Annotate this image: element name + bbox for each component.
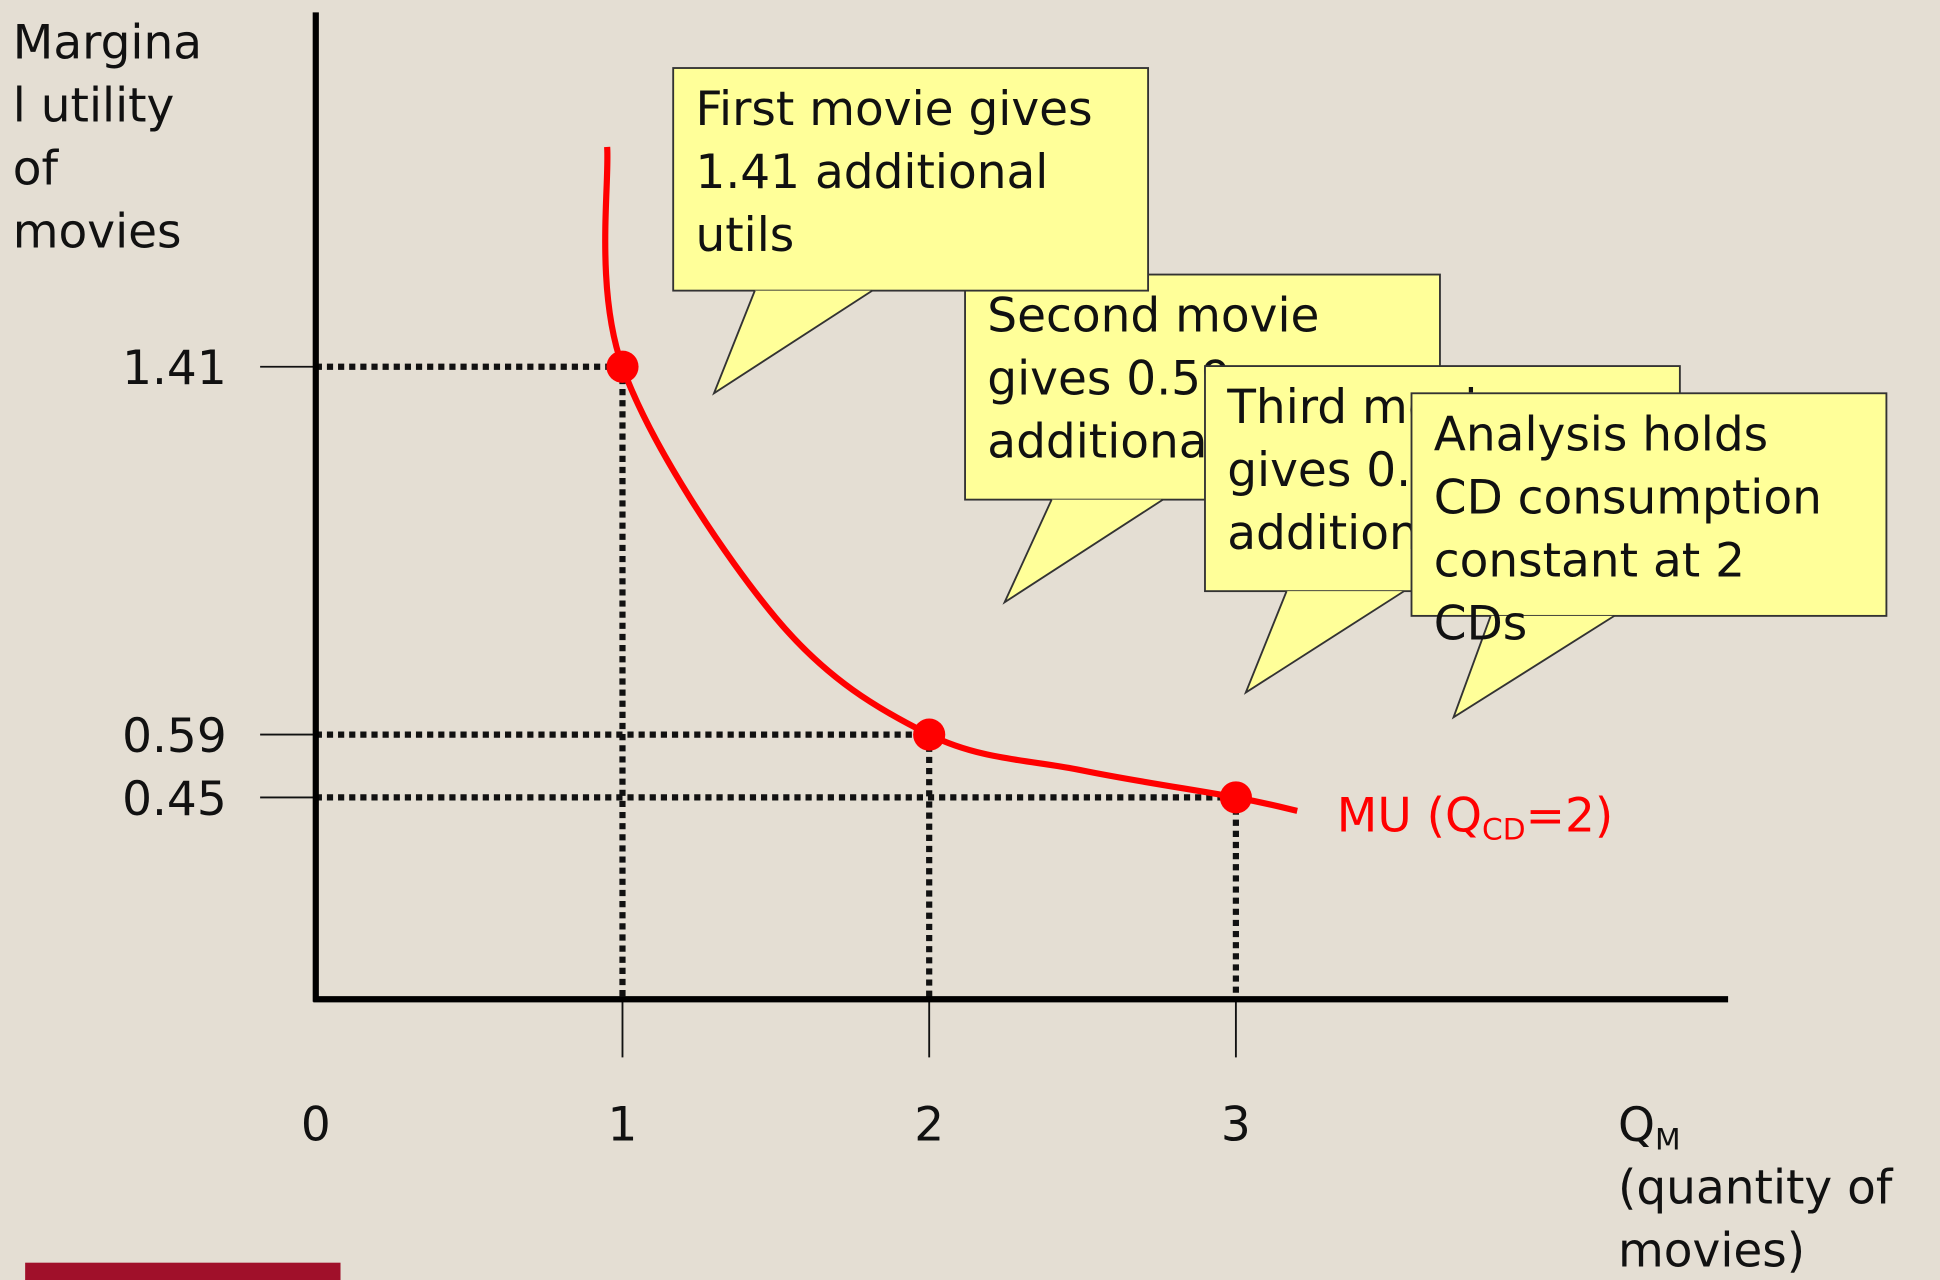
callout-text: utils <box>695 208 794 263</box>
y-axis-label: movies <box>13 204 182 259</box>
y-axis-label: Margina <box>13 15 202 70</box>
y-axis-label: l utility <box>13 78 175 133</box>
x-axis-label: QM <box>1618 1097 1681 1155</box>
x-tick-label: 3 <box>1221 1097 1251 1152</box>
callout-box <box>1410 392 1888 617</box>
curve <box>602 146 1298 814</box>
x-tick-label: 1 <box>608 1097 638 1152</box>
footer-bar <box>25 1262 341 1280</box>
point <box>1219 781 1252 814</box>
callout: First movie gives 1.41 additional utils <box>672 67 1150 396</box>
x-axis-label: movies) <box>1618 1224 1805 1279</box>
callout-box <box>672 67 1150 292</box>
x-axis-label-sub: M <box>1655 1121 1681 1156</box>
x-axis-label: (quantity of <box>1618 1160 1894 1215</box>
callout-tail-edge <box>1243 590 1405 695</box>
x-tick-label: 2 <box>914 1097 944 1152</box>
y-tick-label: 0.45 <box>122 772 227 827</box>
callout-text: constant at 2 <box>1434 533 1745 588</box>
callout-tail-edge <box>712 289 873 396</box>
x-axis-label-main: Q <box>1618 1097 1655 1152</box>
series-label-main: MU (Q <box>1337 788 1482 843</box>
series-label: MU (QCD=2) <box>1337 788 1613 846</box>
point <box>606 350 639 383</box>
y-tick-label: 1.41 <box>122 341 227 396</box>
callout-text: CDs <box>1434 597 1527 652</box>
point <box>913 718 946 751</box>
callout-text: First movie gives <box>695 82 1092 137</box>
callout-text: CD consumption <box>1434 470 1822 525</box>
y-axis-label: of <box>13 141 60 196</box>
callout-text: Analysis holds <box>1434 407 1768 462</box>
series-label-end: =2) <box>1526 788 1614 843</box>
callout-tail-edge <box>1451 615 1615 720</box>
x-tick-label: 0 <box>301 1097 331 1152</box>
callout-text: 1.41 additional <box>695 145 1048 200</box>
y-tick-label: 0.59 <box>122 709 227 764</box>
callout-text: gives 0.59 <box>987 352 1231 407</box>
callout-tail-edge <box>1002 498 1164 605</box>
callout: Analysis holds CD consumption constant at … <box>1410 392 1888 720</box>
series-label-sub: CD <box>1482 811 1526 846</box>
callout-text: Second movie <box>987 289 1319 344</box>
